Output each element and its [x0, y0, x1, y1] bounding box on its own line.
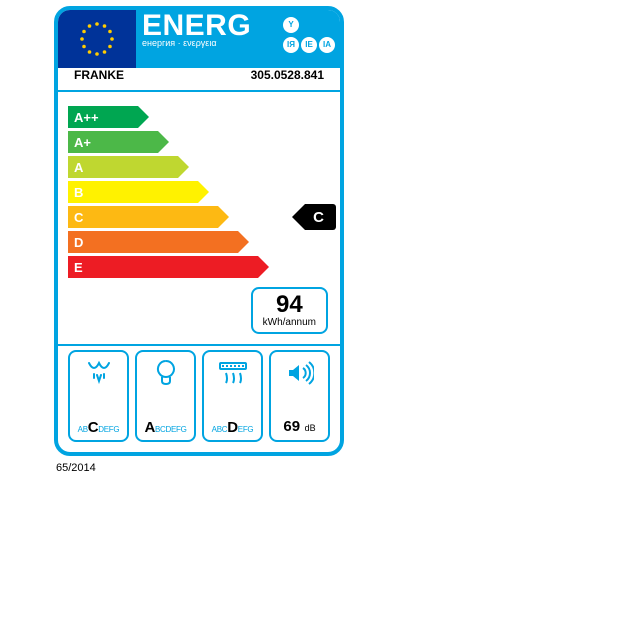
pictogram-fluid: ABCDEFG — [68, 350, 129, 442]
picto-value: 69 dB — [283, 418, 315, 436]
suffix-badge: ІЯ — [283, 37, 299, 53]
noise-icon — [286, 358, 314, 388]
eu-flag — [58, 10, 136, 68]
energy-label: ENERG YІЯIEIA енергия · ενεργεια FRANKE … — [54, 6, 344, 456]
consumption-unit: kWh/annum — [263, 317, 316, 328]
picto-scale: ABCDEFG — [212, 419, 254, 436]
eu-stars-icon — [73, 15, 121, 63]
efficiency-scale: A++A+ABCDE C — [58, 92, 340, 285]
consumption-box: 94 kWh/annum — [251, 287, 328, 334]
rating-arrow-icon — [292, 204, 305, 230]
picto-scale: ABCDEFG — [78, 419, 120, 436]
rating-value: C — [305, 204, 336, 230]
suffix-badge: IA — [319, 37, 335, 53]
energy-title: ENERG — [142, 12, 251, 40]
lighting-icon — [155, 358, 177, 388]
consumption-value: 94 — [263, 293, 316, 317]
pictogram-grease: ABCDEFG — [202, 350, 263, 442]
efficiency-bar-C: C — [68, 206, 218, 228]
efficiency-bar-B: B — [68, 181, 198, 203]
model-number: 305.0528.841 — [251, 68, 324, 82]
label-header: ENERG YІЯIEIA енергия · ενεργεια — [58, 10, 340, 68]
efficiency-bar-A++: A++ — [68, 106, 138, 128]
efficiency-bar-A: A — [68, 156, 178, 178]
pictogram-lighting: ABCDEFG — [135, 350, 196, 442]
consumption-section: 94 kWh/annum — [58, 285, 340, 344]
product-row: FRANKE 305.0528.841 — [58, 68, 340, 90]
energy-suffix-badges: Y ІЯIEIA — [282, 14, 336, 54]
picto-scale: ABCDEFG — [144, 419, 186, 436]
grease-icon — [218, 358, 248, 388]
suffix-badge: Y — [283, 17, 299, 33]
brand-name: FRANKE — [74, 68, 124, 82]
pictogram-row: ABCDEFG ABCDEFG ABCDEFG 69 dB — [58, 346, 340, 452]
pictogram-noise: 69 dB — [269, 350, 330, 442]
rating-pointer: C — [292, 204, 336, 230]
efficiency-bar-A+: A+ — [68, 131, 158, 153]
regulation-number: 65/2014 — [54, 456, 344, 474]
efficiency-bar-D: D — [68, 231, 238, 253]
fluid-icon — [85, 358, 113, 388]
efficiency-bar-E: E — [68, 256, 258, 278]
energy-wordmark: ENERG YІЯIEIA енергия · ενεργεια — [136, 10, 340, 68]
suffix-badge: IE — [301, 37, 317, 53]
